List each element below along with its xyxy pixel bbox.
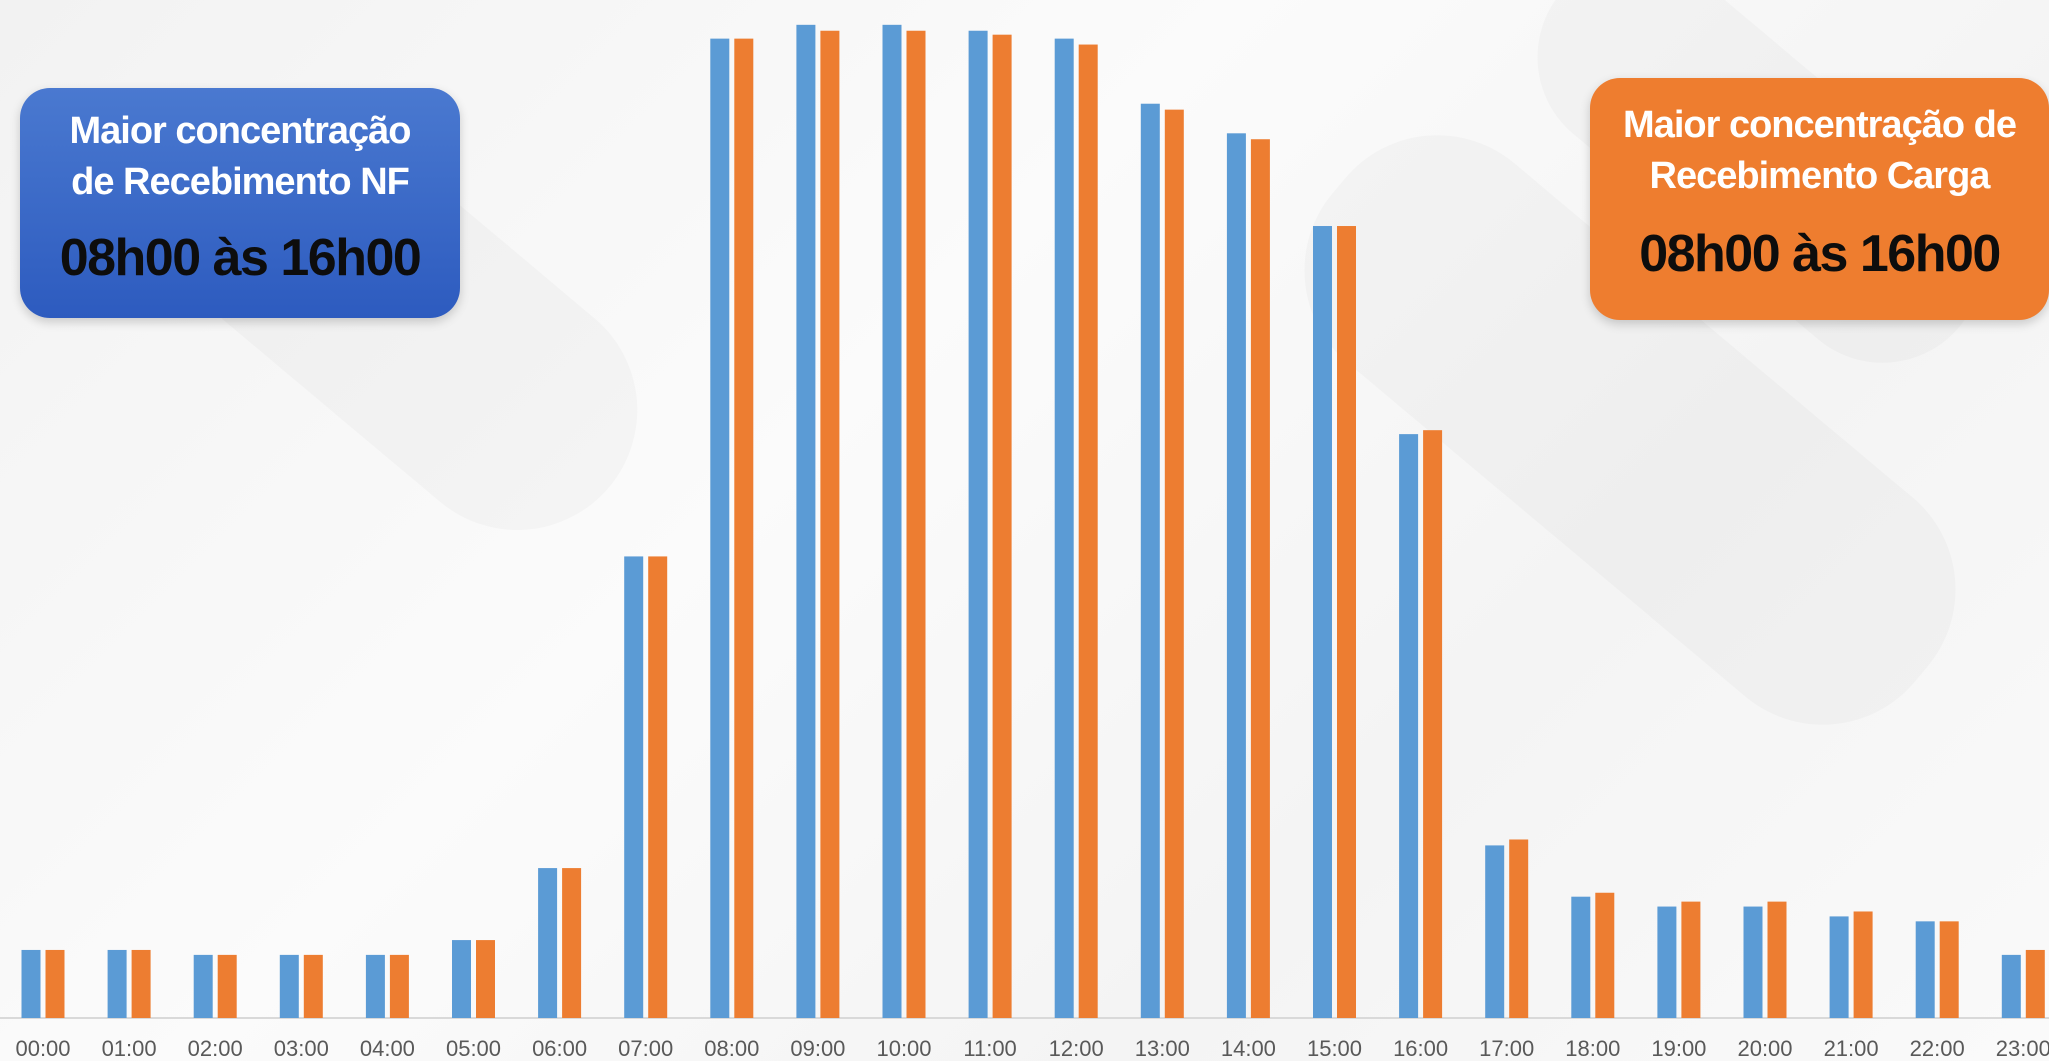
bar-nf-2000: [1743, 906, 1763, 1018]
bar-carga-1500: [1337, 226, 1356, 1018]
bar-carga-1900: [1681, 901, 1701, 1018]
bar-nf-0100: [107, 949, 127, 1018]
x-tick-label: 08:00: [704, 1036, 759, 1061]
x-tick-label: 09:00: [790, 1036, 845, 1061]
bar-nf-1300: [1140, 103, 1160, 1019]
x-tick-label: 22:00: [1910, 1036, 1965, 1061]
x-tick-label: 04:00: [360, 1036, 415, 1061]
bar-carga-0000: [45, 949, 65, 1018]
bar-nf-2200: [1915, 921, 1935, 1018]
bar-carga-2100: [1853, 911, 1873, 1018]
bar-carga-0400: [389, 954, 409, 1018]
bar-nf-0200: [193, 954, 213, 1018]
bar-carga-1600: [1423, 430, 1443, 1018]
x-tick-label: 11:00: [963, 1036, 1016, 1061]
bar-carga-0500: [476, 940, 495, 1018]
bar-carga-2300: [2025, 949, 2045, 1018]
bar-carga-1100: [992, 34, 1012, 1018]
bar-carga-0100: [131, 949, 151, 1018]
bar-nf-1200: [1054, 38, 1074, 1019]
bar-nf-1600: [1399, 434, 1419, 1018]
bar-nf-1100: [968, 30, 988, 1019]
bar-nf-0000: [21, 949, 41, 1018]
bar-nf-1900: [1657, 906, 1677, 1018]
x-tick-label: 10:00: [876, 1036, 931, 1061]
x-tick-label: 15:00: [1307, 1036, 1362, 1061]
bar-nf-0700: [624, 556, 644, 1018]
callout-carga-title: Maior concentração de Recebimento Carga: [1623, 104, 2017, 197]
callout-nf-title: Maior concentração de Recebimento NF: [69, 110, 412, 203]
bar-nf-2100: [1829, 916, 1849, 1018]
x-tick-label: 13:00: [1135, 1036, 1190, 1061]
bars-group: [21, 24, 2045, 1019]
x-tick-label: 01:00: [102, 1036, 157, 1061]
bar-carga-1400: [1250, 139, 1270, 1018]
bar-carga-1200: [1078, 44, 1098, 1018]
x-tick-label: 20:00: [1737, 1036, 1792, 1061]
bar-carga-2000: [1767, 901, 1787, 1018]
x-tick-label: 00:00: [15, 1036, 70, 1061]
callout-recebimento-carga: Maior concentração de Recebimento Carga …: [1590, 78, 2049, 320]
x-tick-label: 16:00: [1393, 1036, 1448, 1061]
x-tick-label: 03:00: [274, 1036, 329, 1061]
x-tick-label: 05:00: [446, 1036, 501, 1061]
tick-labels-group: 00:00 01:00 02:00 03:00 04:00 05:00 06:00 07:00…: [15, 1036, 2049, 1061]
bar-carga-0200: [217, 954, 237, 1018]
bar-nf-1400: [1226, 133, 1246, 1018]
bar-nf-1800: [1571, 896, 1591, 1018]
x-tick-label: 19:00: [1651, 1036, 1706, 1061]
x-tick-label: 02:00: [188, 1036, 243, 1061]
bar-nf-0300: [279, 954, 299, 1018]
x-tick-label: 18:00: [1565, 1036, 1620, 1061]
x-tick-label: 21:00: [1824, 1036, 1879, 1061]
bar-nf-1000: [882, 24, 902, 1018]
x-tick-label: 17:00: [1479, 1036, 1534, 1061]
bar-carga-1800: [1595, 892, 1615, 1018]
bar-nf-0500: [452, 940, 471, 1018]
bar-nf-0900: [796, 24, 816, 1018]
callout-recebimento-nf: Maior concentração de Recebimento NF 08h…: [20, 88, 460, 318]
x-tick-label: 07:00: [618, 1036, 673, 1061]
bar-carga-0300: [303, 954, 323, 1018]
bar-carga-0600: [562, 868, 582, 1018]
bar-nf-1500: [1313, 226, 1332, 1018]
x-tick-label: 12:00: [1049, 1036, 1104, 1061]
bar-carga-2200: [1939, 921, 1959, 1018]
bar-nf-1700: [1485, 845, 1505, 1018]
bar-carga-0700: [648, 556, 668, 1018]
bar-carga-1300: [1164, 109, 1184, 1018]
callout-carga-range: 08h00 às 16h00: [1639, 225, 2001, 283]
bar-nf-0800: [710, 38, 730, 1019]
x-tick-label: 23:00: [1996, 1036, 2049, 1061]
callout-nf-range: 08h00 às 16h00: [59, 229, 422, 287]
bar-carga-0800: [734, 38, 754, 1019]
x-tick-label: 06:00: [532, 1036, 587, 1061]
bar-carga-1700: [1509, 839, 1529, 1018]
bar-nf-0600: [538, 868, 558, 1018]
bar-carga-1000: [906, 30, 926, 1019]
bar-nf-0400: [365, 954, 385, 1018]
x-tick-label: 14:00: [1221, 1036, 1276, 1061]
bar-nf-2300: [2001, 954, 2021, 1018]
bar-carga-0900: [820, 30, 840, 1019]
